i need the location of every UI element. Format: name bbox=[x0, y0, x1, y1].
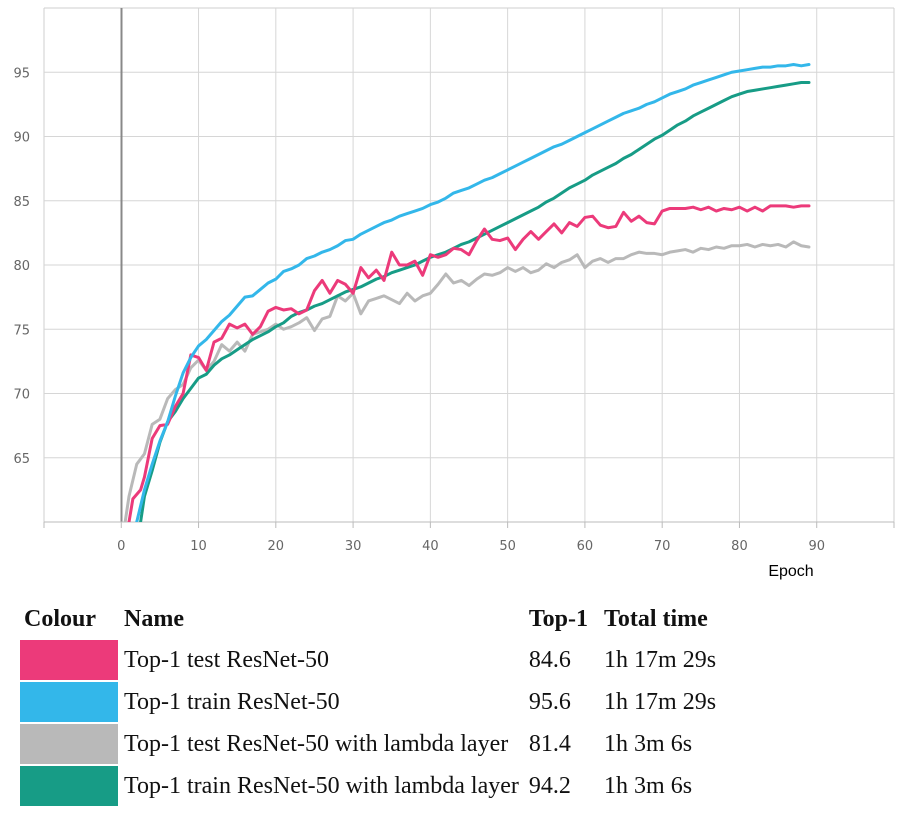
y-tick-label: 65 bbox=[13, 452, 30, 467]
row-top1: 94.2 bbox=[528, 772, 571, 799]
series-line bbox=[135, 63, 811, 522]
y-tick-label: 80 bbox=[13, 259, 30, 274]
x-tick-label: 0 bbox=[117, 539, 125, 554]
x-tick-label: 60 bbox=[577, 539, 594, 554]
header-total-time: Total time bbox=[604, 605, 708, 632]
header-top1: Top-1 bbox=[528, 605, 589, 632]
colour-swatch bbox=[20, 640, 118, 680]
row-name: Top-1 test ResNet-50 bbox=[124, 646, 329, 673]
series-line bbox=[139, 81, 811, 522]
row-total-time: 1h 17m 29s bbox=[604, 688, 717, 715]
table-row: Top-1 train ResNet-50 95.6 1h 17m 29s bbox=[20, 682, 720, 722]
x-tick-label: 70 bbox=[654, 539, 671, 554]
y-tick-label: 85 bbox=[13, 195, 30, 210]
row-total-time: 1h 17m 29s bbox=[604, 646, 717, 673]
x-tick-label: 20 bbox=[268, 539, 285, 554]
grid-lines bbox=[43, 7, 895, 528]
x-axis-label: Epoch bbox=[768, 563, 813, 580]
x-tick-label: 10 bbox=[190, 539, 207, 554]
row-total-time: 1h 3m 6s bbox=[604, 772, 693, 799]
y-tick-label: 75 bbox=[13, 323, 30, 338]
row-name: Top-1 train ResNet-50 bbox=[124, 688, 340, 715]
x-tick-label: 30 bbox=[345, 539, 362, 554]
series-line bbox=[123, 240, 811, 522]
colour-swatch bbox=[20, 682, 118, 722]
header-colour: Colour bbox=[24, 605, 96, 632]
x-tick-label: 50 bbox=[499, 539, 516, 554]
colour-swatch bbox=[20, 724, 118, 764]
series-line bbox=[127, 204, 811, 522]
x-tick-label: 90 bbox=[808, 539, 825, 554]
header-name: Name bbox=[124, 605, 184, 632]
row-name: Top-1 test ResNet-50 with lambda layer bbox=[124, 730, 509, 757]
row-top1: 84.6 bbox=[528, 646, 571, 673]
x-tick-label: 80 bbox=[731, 539, 748, 554]
table-row: Top-1 test ResNet-50 with lambda layer 8… bbox=[20, 724, 720, 764]
row-total-time: 1h 3m 6s bbox=[604, 730, 693, 757]
tick-labels: 0 10 20 30 40 50 60 70 80 90 65 70 75 80 85 90 95 bbox=[13, 66, 825, 554]
table-row: Top-1 train ResNet-50 with lambda layer … bbox=[20, 766, 720, 806]
x-tick-label: 40 bbox=[422, 539, 439, 554]
line-chart: 0 10 20 30 40 50 60 70 80 90 65 70 75 80 85 90 95 Epoch bbox=[13, 7, 895, 580]
y-tick-label: 90 bbox=[13, 131, 30, 146]
row-top1: 81.4 bbox=[528, 730, 571, 757]
data-series bbox=[123, 63, 811, 522]
table-header-row: Colour Name Top-1 Total time bbox=[20, 600, 720, 638]
row-name: Top-1 train ResNet-50 with lambda layer bbox=[124, 772, 519, 799]
y-tick-label: 70 bbox=[13, 388, 30, 403]
colour-swatch bbox=[20, 766, 118, 806]
y-tick-label: 95 bbox=[13, 66, 30, 81]
table-row: Top-1 test ResNet-50 84.6 1h 17m 29s bbox=[20, 640, 720, 680]
results-table: Colour Name Top-1 Total time Top-1 test … bbox=[18, 598, 722, 808]
row-top1: 95.6 bbox=[528, 688, 571, 715]
